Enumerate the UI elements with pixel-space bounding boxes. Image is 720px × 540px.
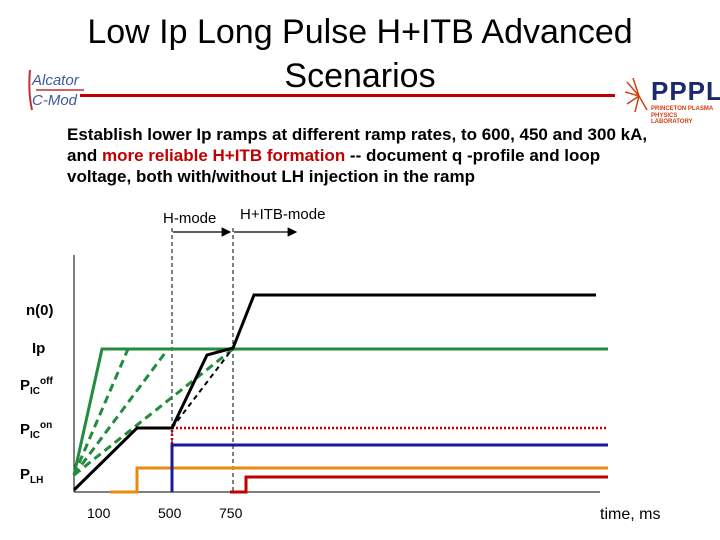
description-part-2: -- document q -profile and loop voltage,… [67,146,601,186]
signal-label-ip: Ip [32,340,46,357]
logo-text-line-2: C-Mod [32,92,78,109]
title-line-2: Scenarios [284,57,436,95]
ip-ramp-slow [73,347,234,477]
plh-trace-2 [230,475,608,494]
title-line-1: Low Ip Long Pulse H+ITB Advanced [87,13,633,51]
ip-ramp-fast [72,348,130,476]
tick-label-500: 500 [158,505,182,521]
description-text: Establish lower Ip ramps at different ra… [67,124,667,187]
slide-title: Low Ip Long Pulse H+ITB Advanced Scenari… [60,10,660,98]
pic-on-trace [170,426,608,492]
x-axis-label: time, ms [600,506,661,523]
signal-label-n0: n(0) [26,302,54,319]
signal-label-pic-off: PICoff [20,376,53,397]
alcator-cmod-logo: Alcator C-Mod [26,66,88,114]
pppl-logo: PPPL PRINCETON PLASMA PHYSICS LABORATORY [625,76,720,125]
hitb-label: H+ITB-mode [240,206,326,223]
hmode-label: H-mode [163,210,217,227]
logo-sub-text-2: PHYSICS LABORATORY [651,113,693,125]
density-trace [72,293,596,492]
density-ramp-dashed [171,347,234,429]
logo-main-text: PPPL [651,76,720,106]
ip-ramp-medium [72,348,170,476]
description-part-1: Establish lower Ip ramps at different ra… [67,125,648,165]
signal-label-plh: PLH [20,466,44,486]
title-divider [80,94,615,97]
signal-label-pic-on: PICon [20,420,53,441]
logo-text-line-1: Alcator [32,72,79,89]
description-highlight: more reliable H+ITB formation [101,146,346,165]
logo-sub-text-1: PRINCETON PLASMA [651,106,714,112]
ip-trace [72,347,608,476]
sun-burst-icon [625,77,648,113]
tick-label-100: 100 [87,505,111,521]
plh-trace-1 [110,466,608,494]
pic-off-trace [170,443,608,492]
tick-label-750: 750 [219,505,243,521]
logo-swoosh-icon [28,69,84,111]
